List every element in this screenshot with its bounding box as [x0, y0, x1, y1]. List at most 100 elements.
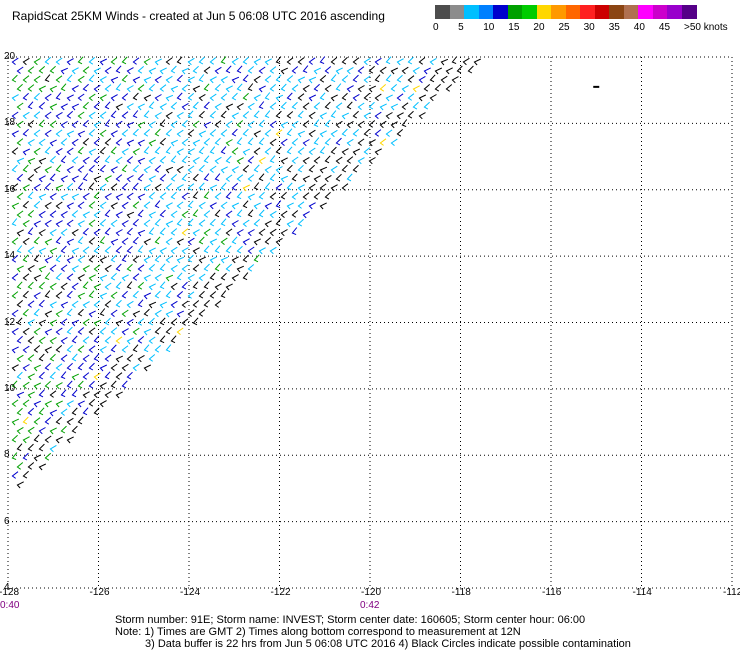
wind-barb — [280, 229, 288, 237]
wind-barb — [335, 173, 342, 182]
wind-barb — [231, 128, 238, 137]
wind-barb — [88, 362, 95, 371]
wind-barb — [440, 58, 449, 66]
wind-barb — [71, 300, 79, 308]
wind-barb — [49, 247, 58, 255]
wind-barb — [170, 246, 178, 255]
wind-barb — [115, 211, 123, 219]
map-grid — [7, 56, 733, 589]
wind-barb — [247, 174, 255, 182]
wind-barb — [60, 121, 68, 129]
wind-barb — [401, 102, 409, 110]
wind-barb — [55, 236, 62, 245]
wind-barb — [374, 74, 381, 83]
wind-barb — [401, 85, 409, 93]
wind-barb — [176, 218, 183, 227]
wind-barb — [148, 301, 157, 309]
wind-barb — [264, 110, 271, 119]
wind-barb — [423, 101, 430, 110]
wind-barb — [456, 65, 463, 74]
wind-barb — [275, 146, 282, 155]
wind-barb — [143, 308, 150, 317]
wind-barb — [99, 201, 107, 209]
wind-barb — [396, 74, 403, 83]
wind-barb — [275, 183, 283, 191]
wind-barb — [357, 157, 365, 165]
wind-barb — [170, 155, 177, 164]
wind-barb — [154, 218, 161, 227]
wind-barb — [44, 201, 52, 210]
wind-barb — [187, 183, 195, 191]
wind-barb — [16, 354, 24, 363]
wind-barb — [55, 310, 63, 318]
wind-barb — [55, 363, 63, 371]
wind-barb — [11, 364, 19, 372]
wind-barb — [66, 165, 74, 174]
wind-barb — [49, 173, 56, 182]
wind-barb — [412, 66, 420, 75]
wind-barb — [214, 300, 222, 308]
wind-barb — [330, 74, 337, 83]
wind-barb — [121, 328, 129, 336]
wind-barb — [280, 175, 289, 183]
wind-barb — [27, 407, 35, 416]
wind-barb — [280, 210, 288, 218]
wind-barb — [49, 139, 57, 147]
wind-barb — [27, 101, 34, 110]
wind-barb — [38, 247, 47, 255]
wind-barb — [198, 201, 206, 210]
wind-barb — [341, 164, 348, 173]
wind-barb — [82, 372, 90, 380]
wind-barb — [148, 83, 155, 92]
wind-barb — [33, 57, 41, 66]
wind-barb — [181, 102, 189, 111]
wind-barb — [297, 110, 304, 119]
wind-barb — [209, 291, 217, 299]
wind-barb — [269, 120, 277, 128]
wind-barb — [99, 146, 106, 155]
wind-barb — [225, 210, 233, 218]
wind-barb — [115, 391, 123, 399]
wind-barb — [148, 264, 156, 272]
wind-barb — [192, 173, 199, 182]
wind-barb — [126, 103, 134, 111]
wind-barb — [115, 138, 123, 146]
wind-barb — [11, 327, 19, 336]
colorbar-swatch — [681, 5, 697, 19]
wind-barb — [11, 147, 19, 155]
wind-barb — [93, 407, 100, 416]
wind-barb — [38, 85, 46, 93]
wind-barb — [88, 380, 95, 389]
wind-barb — [27, 462, 35, 470]
wind-barb — [66, 110, 74, 119]
wind-barb — [38, 102, 46, 110]
wind-barb — [16, 335, 23, 344]
wind-barb — [198, 256, 207, 264]
wind-barb — [99, 129, 107, 137]
wind-barb — [176, 111, 184, 120]
colorbar-label: 15 — [508, 22, 520, 33]
wind-barb — [38, 443, 45, 452]
wind-barb — [176, 291, 184, 299]
wind-barb — [242, 128, 249, 137]
wind-barb — [247, 66, 255, 74]
wind-barb — [55, 400, 63, 408]
lat-tick-label: 20 — [4, 51, 16, 62]
colorbar-swatch — [478, 5, 494, 19]
wind-barb — [82, 318, 90, 326]
wind-barb — [132, 273, 140, 281]
wind-barb — [269, 246, 277, 255]
wind-barb — [132, 164, 139, 173]
wind-barb — [99, 183, 107, 191]
wind-barb — [38, 336, 46, 344]
colorbar-swatch — [435, 5, 450, 19]
wind-barb — [88, 310, 96, 318]
wind-barb — [203, 101, 210, 110]
wind-barb — [302, 211, 310, 219]
wind-barb — [209, 238, 218, 246]
wind-barb — [170, 65, 177, 74]
pass-time-label: 0:40 — [0, 600, 20, 611]
wind-barb — [49, 336, 57, 345]
wind-barb — [16, 192, 24, 200]
wind-barb — [302, 175, 310, 183]
